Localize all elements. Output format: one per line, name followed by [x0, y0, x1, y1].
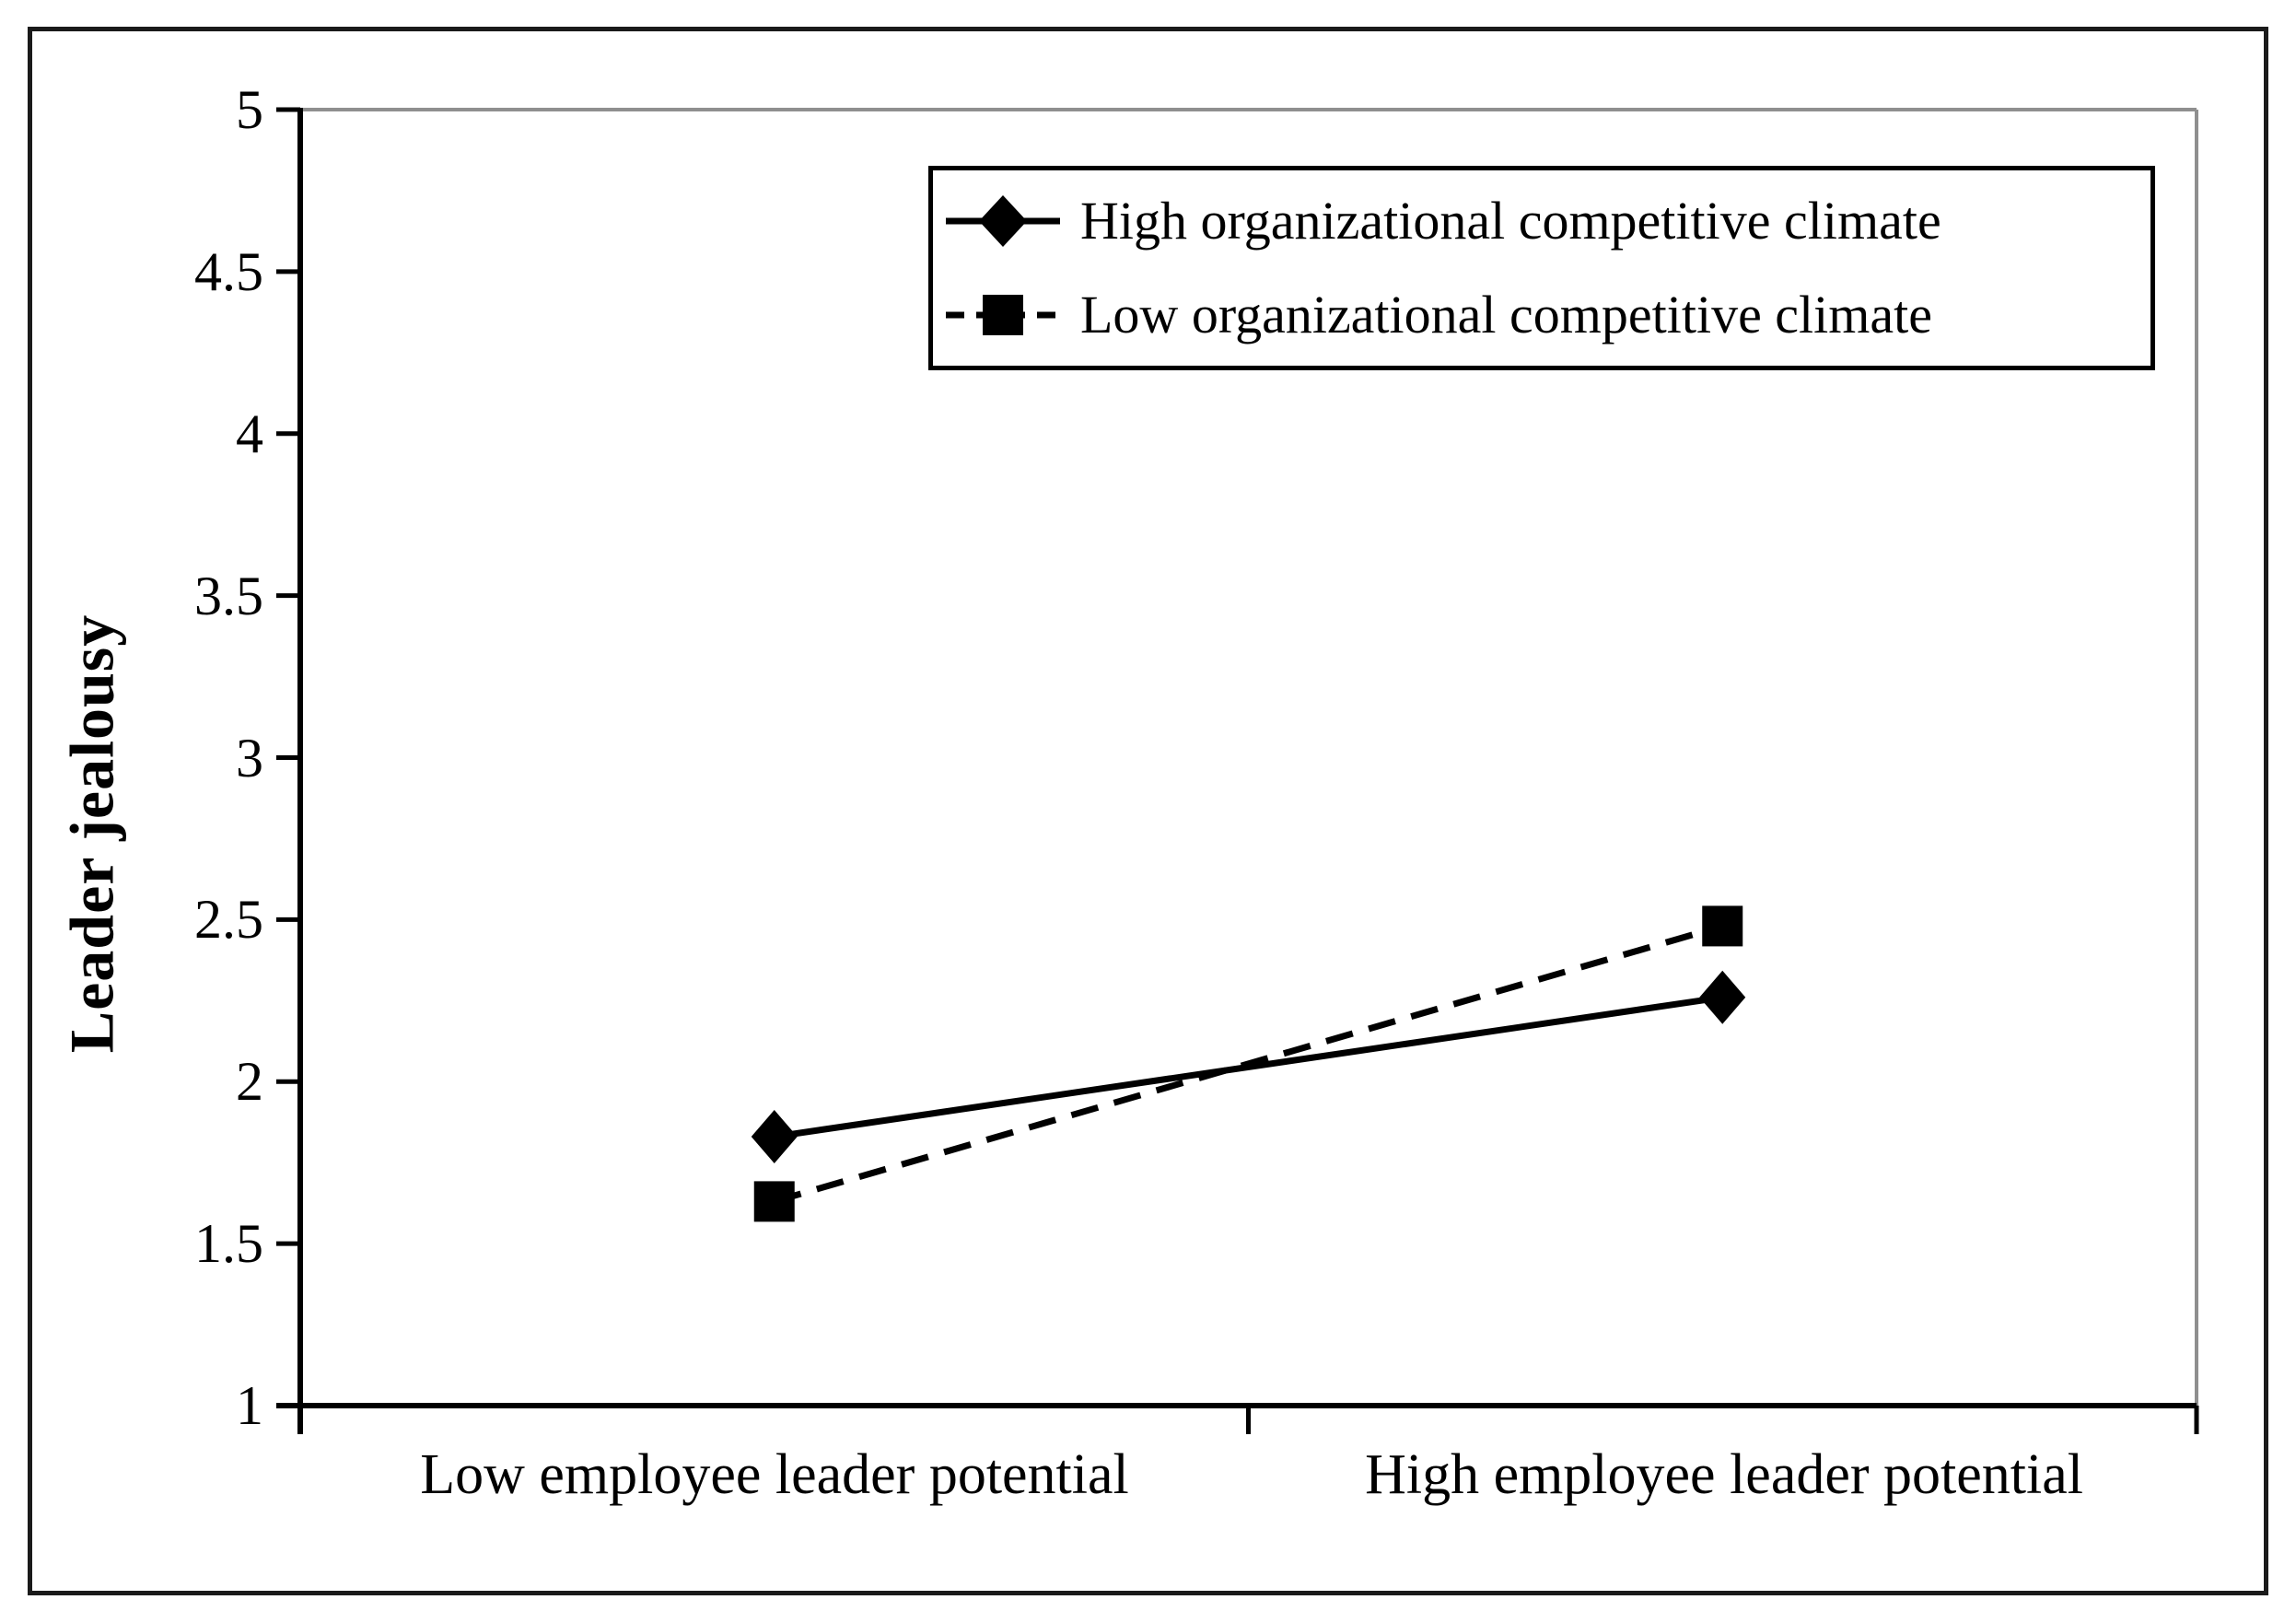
legend-item-high-climate: High organizational competitive climate	[933, 175, 2150, 267]
y-tick-label: 2.5	[194, 889, 263, 951]
y-tick-label: 1	[236, 1375, 263, 1436]
legend-item-low-climate: Low organizational competitive climate	[933, 269, 2150, 361]
legend: High organizational competitive climate …	[928, 166, 2155, 370]
y-axis-title: Leader jealousy	[56, 613, 127, 1054]
legend-label-high-climate: High organizational competitive climate	[1080, 191, 1941, 251]
y-tick-label: 2	[236, 1051, 263, 1113]
y-tick-label: 1.5	[194, 1213, 263, 1275]
y-tick-label: 3	[236, 727, 263, 788]
y-tick-label: 4.5	[194, 240, 263, 302]
x-axis-label-high-potential: High employee leader potential	[1365, 1443, 2083, 1506]
dashed-line-square-marker-icon	[946, 294, 1060, 335]
y-tick-label: 4	[236, 403, 263, 464]
solid-line-diamond-marker-icon	[946, 195, 1060, 248]
figure-border	[28, 27, 2268, 1595]
y-tick-label: 5	[236, 79, 263, 140]
legend-label-low-climate: Low organizational competitive climate	[1080, 284, 1932, 344]
y-tick-label: 3.5	[194, 565, 263, 626]
x-axis-label-low-potential: Low employee leader potential	[420, 1443, 1129, 1506]
